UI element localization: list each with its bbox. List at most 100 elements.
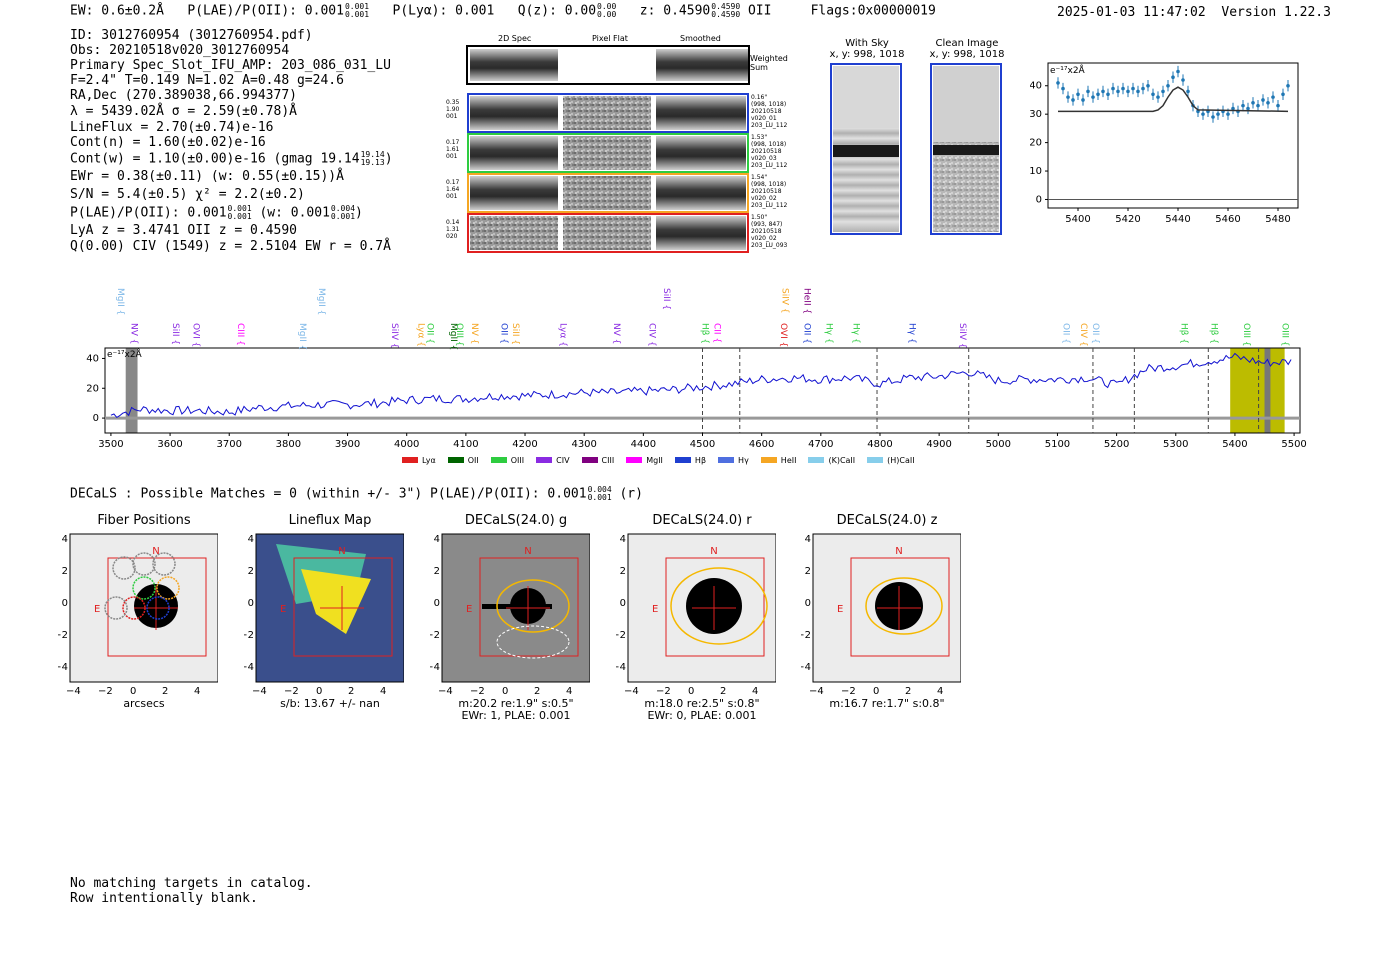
footer-block: No matching targets in catalog. Row inte… xyxy=(70,876,313,906)
cutout-xtick-label: 4 xyxy=(752,686,759,697)
fiber-row-frame xyxy=(467,133,749,173)
clean-trace xyxy=(933,145,999,155)
summary-plae-lo: 0.001 xyxy=(344,10,370,19)
footer-line-1: No matching targets in catalog. xyxy=(70,876,313,891)
fit-xtick-label: 5480 xyxy=(1265,214,1290,225)
aperture-box xyxy=(665,557,765,657)
fiber-row-2-right: 1.53" (998, 1018) 20210518 v020_03 203_LU_11… xyxy=(751,134,788,169)
spec2d-header-smoothed: Smoothed xyxy=(680,34,721,43)
aperture-box xyxy=(107,557,207,657)
fit-window-band xyxy=(1230,348,1285,433)
fit-data-point xyxy=(1131,86,1135,91)
plae-w-end: ) xyxy=(355,205,363,221)
summary-qz-lo: 0.00 xyxy=(597,10,617,19)
fit-ytick-label: 30 xyxy=(1030,109,1042,120)
cutout-xtick-label: 0 xyxy=(873,686,880,697)
cutout-xtick-label: 4 xyxy=(566,686,573,697)
spec-xtick-label: 4300 xyxy=(571,439,596,448)
source-ellipse xyxy=(865,577,943,635)
spec-xtick-label: 5500 xyxy=(1281,439,1306,448)
fiber-2d-cut xyxy=(470,216,558,250)
spec-xtick-label: 4000 xyxy=(394,439,419,448)
cutout-title: Lineflux Map xyxy=(288,513,372,528)
with-sky-image xyxy=(830,63,902,235)
legend-label: Lyα xyxy=(422,455,436,465)
spec-xtick-label: 4500 xyxy=(690,439,715,448)
plae-hi: 0.001 xyxy=(227,204,252,213)
fiber-row-3-right: 1.54" (998, 1018) 20210518 v020_02 203_LU_11… xyxy=(751,174,788,209)
legend-swatch xyxy=(490,457,507,463)
east-label: E xyxy=(280,604,286,615)
emission-line-label: CIV { xyxy=(1078,323,1088,347)
cutout-ytick-label: −2 xyxy=(616,630,626,641)
legend-label: (H)CaII xyxy=(887,455,915,465)
legend-item: CIV xyxy=(536,456,570,465)
spec-xtick-label: 3800 xyxy=(276,439,301,448)
north-label: N xyxy=(338,546,345,557)
legend-item: MgII xyxy=(626,456,663,465)
cutout-xtick-label: −2 xyxy=(656,686,671,697)
cutout-caption: m:18.0 re:2.5" s:0.8" EWr: 0, PLAE: 0.001 xyxy=(628,698,776,722)
spec-xtick-label: 3900 xyxy=(335,439,360,448)
source-ellipse xyxy=(496,579,570,633)
source-ellipse xyxy=(670,567,768,645)
fiber-row-4-right: 1.50" (993, 847) 20210518 v020_02 203_LU_093 xyxy=(751,214,788,249)
emission-line-label: Hγ { xyxy=(850,323,860,344)
fit-xtick-label: 5420 xyxy=(1115,214,1140,225)
emission-line-label: Hβ { xyxy=(1179,323,1189,344)
spec-xtick-label: 4700 xyxy=(808,439,833,448)
fit-data-point xyxy=(1251,101,1255,105)
cutout-caption: m:16.7 re:1.7" s:0.8" xyxy=(813,698,961,710)
spec-ytick-label: 20 xyxy=(86,383,99,394)
summary-plae: P(LAE)/P(OII): 0.001 xyxy=(187,3,344,19)
with-sky-title-block: With Sky x, y: 998, 1018 xyxy=(828,38,906,60)
spec-xtick-label: 4200 xyxy=(512,439,537,448)
fiber-flat-cut xyxy=(563,96,651,130)
fit-data-point xyxy=(1156,95,1160,99)
fit-data-point xyxy=(1256,103,1260,108)
fiber-flat-cut xyxy=(563,216,651,250)
fit-data-point xyxy=(1146,83,1150,88)
decals-heading-text: DECaLS : Possible Matches = 0 (within +/… xyxy=(70,486,587,502)
info-lineflux: LineFlux = 2.70(±0.74)e-16 xyxy=(70,120,274,135)
cutout-caption-line1: m:18.0 re:2.5" s:0.8" xyxy=(644,697,760,710)
emission-line-label: Hβ { xyxy=(1208,323,1218,344)
info-obs: Obs: 20210518v020_3012760954 xyxy=(70,43,290,58)
info-radec: RA,Dec (270.389038,66.994377) xyxy=(70,88,297,103)
info-q: Q(0.00) CIV (1549) z = 2.5104 EW r = 0.7… xyxy=(70,239,391,254)
emission-line-label: MgII { xyxy=(115,288,125,315)
plae-w-hi: 0.004 xyxy=(330,204,356,213)
cutout-caption: s/b: 13.67 +/- nan xyxy=(256,698,404,710)
fit-data-point xyxy=(1281,92,1285,97)
masked-band xyxy=(1264,348,1271,433)
emission-line-label: OIII { xyxy=(1279,323,1289,347)
spec-xtick-label: 5100 xyxy=(1045,439,1070,448)
timestamp-block: 2025-01-03 11:47:02 Version 1.22.3 xyxy=(1057,5,1331,20)
cutout-image: N E 4 2 0 −2 −4 xyxy=(801,533,961,683)
cutout-image: N E 4 2 0 −2 −4 xyxy=(244,533,404,683)
east-label: E xyxy=(94,604,100,615)
legend-item: OIII xyxy=(490,456,524,465)
cutout-xtick-label: 2 xyxy=(534,686,541,697)
datetime: 2025-01-03 11:47:02 xyxy=(1057,5,1206,20)
fit-data-point xyxy=(1106,92,1110,97)
aperture-box xyxy=(479,557,579,657)
cutout-xtick-label: −2 xyxy=(841,686,856,697)
fit-data-point xyxy=(1141,86,1145,91)
emission-line-label: Hβ { xyxy=(700,323,710,344)
cutout-xtick-label: 4 xyxy=(937,686,944,697)
spec2d-panel xyxy=(466,45,750,253)
legend-swatch xyxy=(674,457,691,463)
fiber-2d-cut xyxy=(470,96,558,130)
fiber-flat-cut xyxy=(563,176,651,210)
info-cont-w: Cont(w) = 1.10(±0.00)e-16 (gmag 19.14 19.… xyxy=(70,151,393,167)
fiber-row-2 xyxy=(467,133,749,173)
fiber-circle xyxy=(156,576,180,600)
cutout-ytick-label: 0 xyxy=(434,598,440,609)
spec-xtick-label: 5400 xyxy=(1222,439,1247,448)
cutout-xtick-label: −4 xyxy=(438,686,453,697)
fit-data-point xyxy=(1211,115,1215,119)
north-label: N xyxy=(524,546,531,557)
cutout-xtick-label: 2 xyxy=(720,686,727,697)
version: Version 1.22.3 xyxy=(1221,5,1331,20)
